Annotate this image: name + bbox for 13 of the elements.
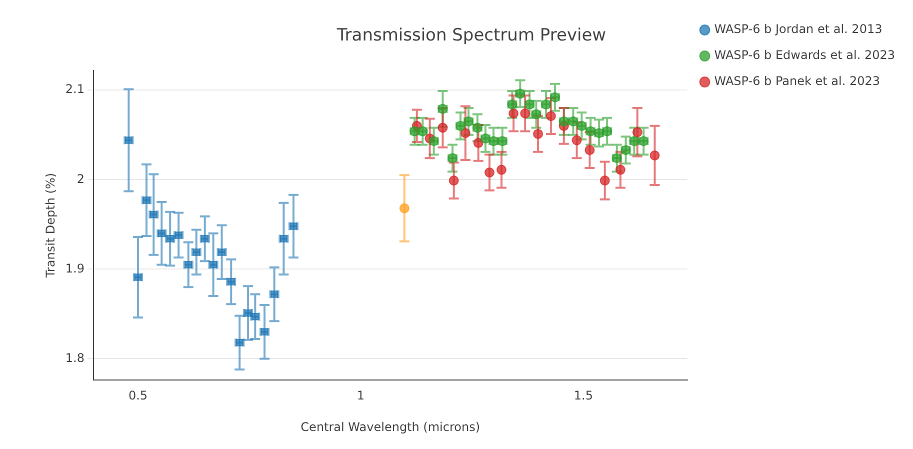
legend-label: WASP-6 b Panek et al. 2023 <box>714 74 880 88</box>
y-tick-label: 1.9 <box>65 261 84 276</box>
legend-label: WASP-6 b Jordan et al. 2013 <box>714 22 882 36</box>
x-tick-label: 1 <box>356 388 365 403</box>
x-tick-label: 0.5 <box>128 388 148 403</box>
y-tick-label: 1.8 <box>65 350 84 365</box>
chart-title: Transmission Spectrum Preview <box>336 26 606 46</box>
y-tick-label: 2 <box>76 172 84 186</box>
y-tick-label: 2.1 <box>65 82 84 96</box>
y-axis-title: Transit Depth (%) <box>43 172 58 279</box>
legend-label: WASP-6 b Edwards et al. 2023 <box>714 48 895 62</box>
x-axis-title: Central Wavelength (microns) <box>300 420 480 434</box>
x-tick-label: 1.5 <box>574 388 594 403</box>
